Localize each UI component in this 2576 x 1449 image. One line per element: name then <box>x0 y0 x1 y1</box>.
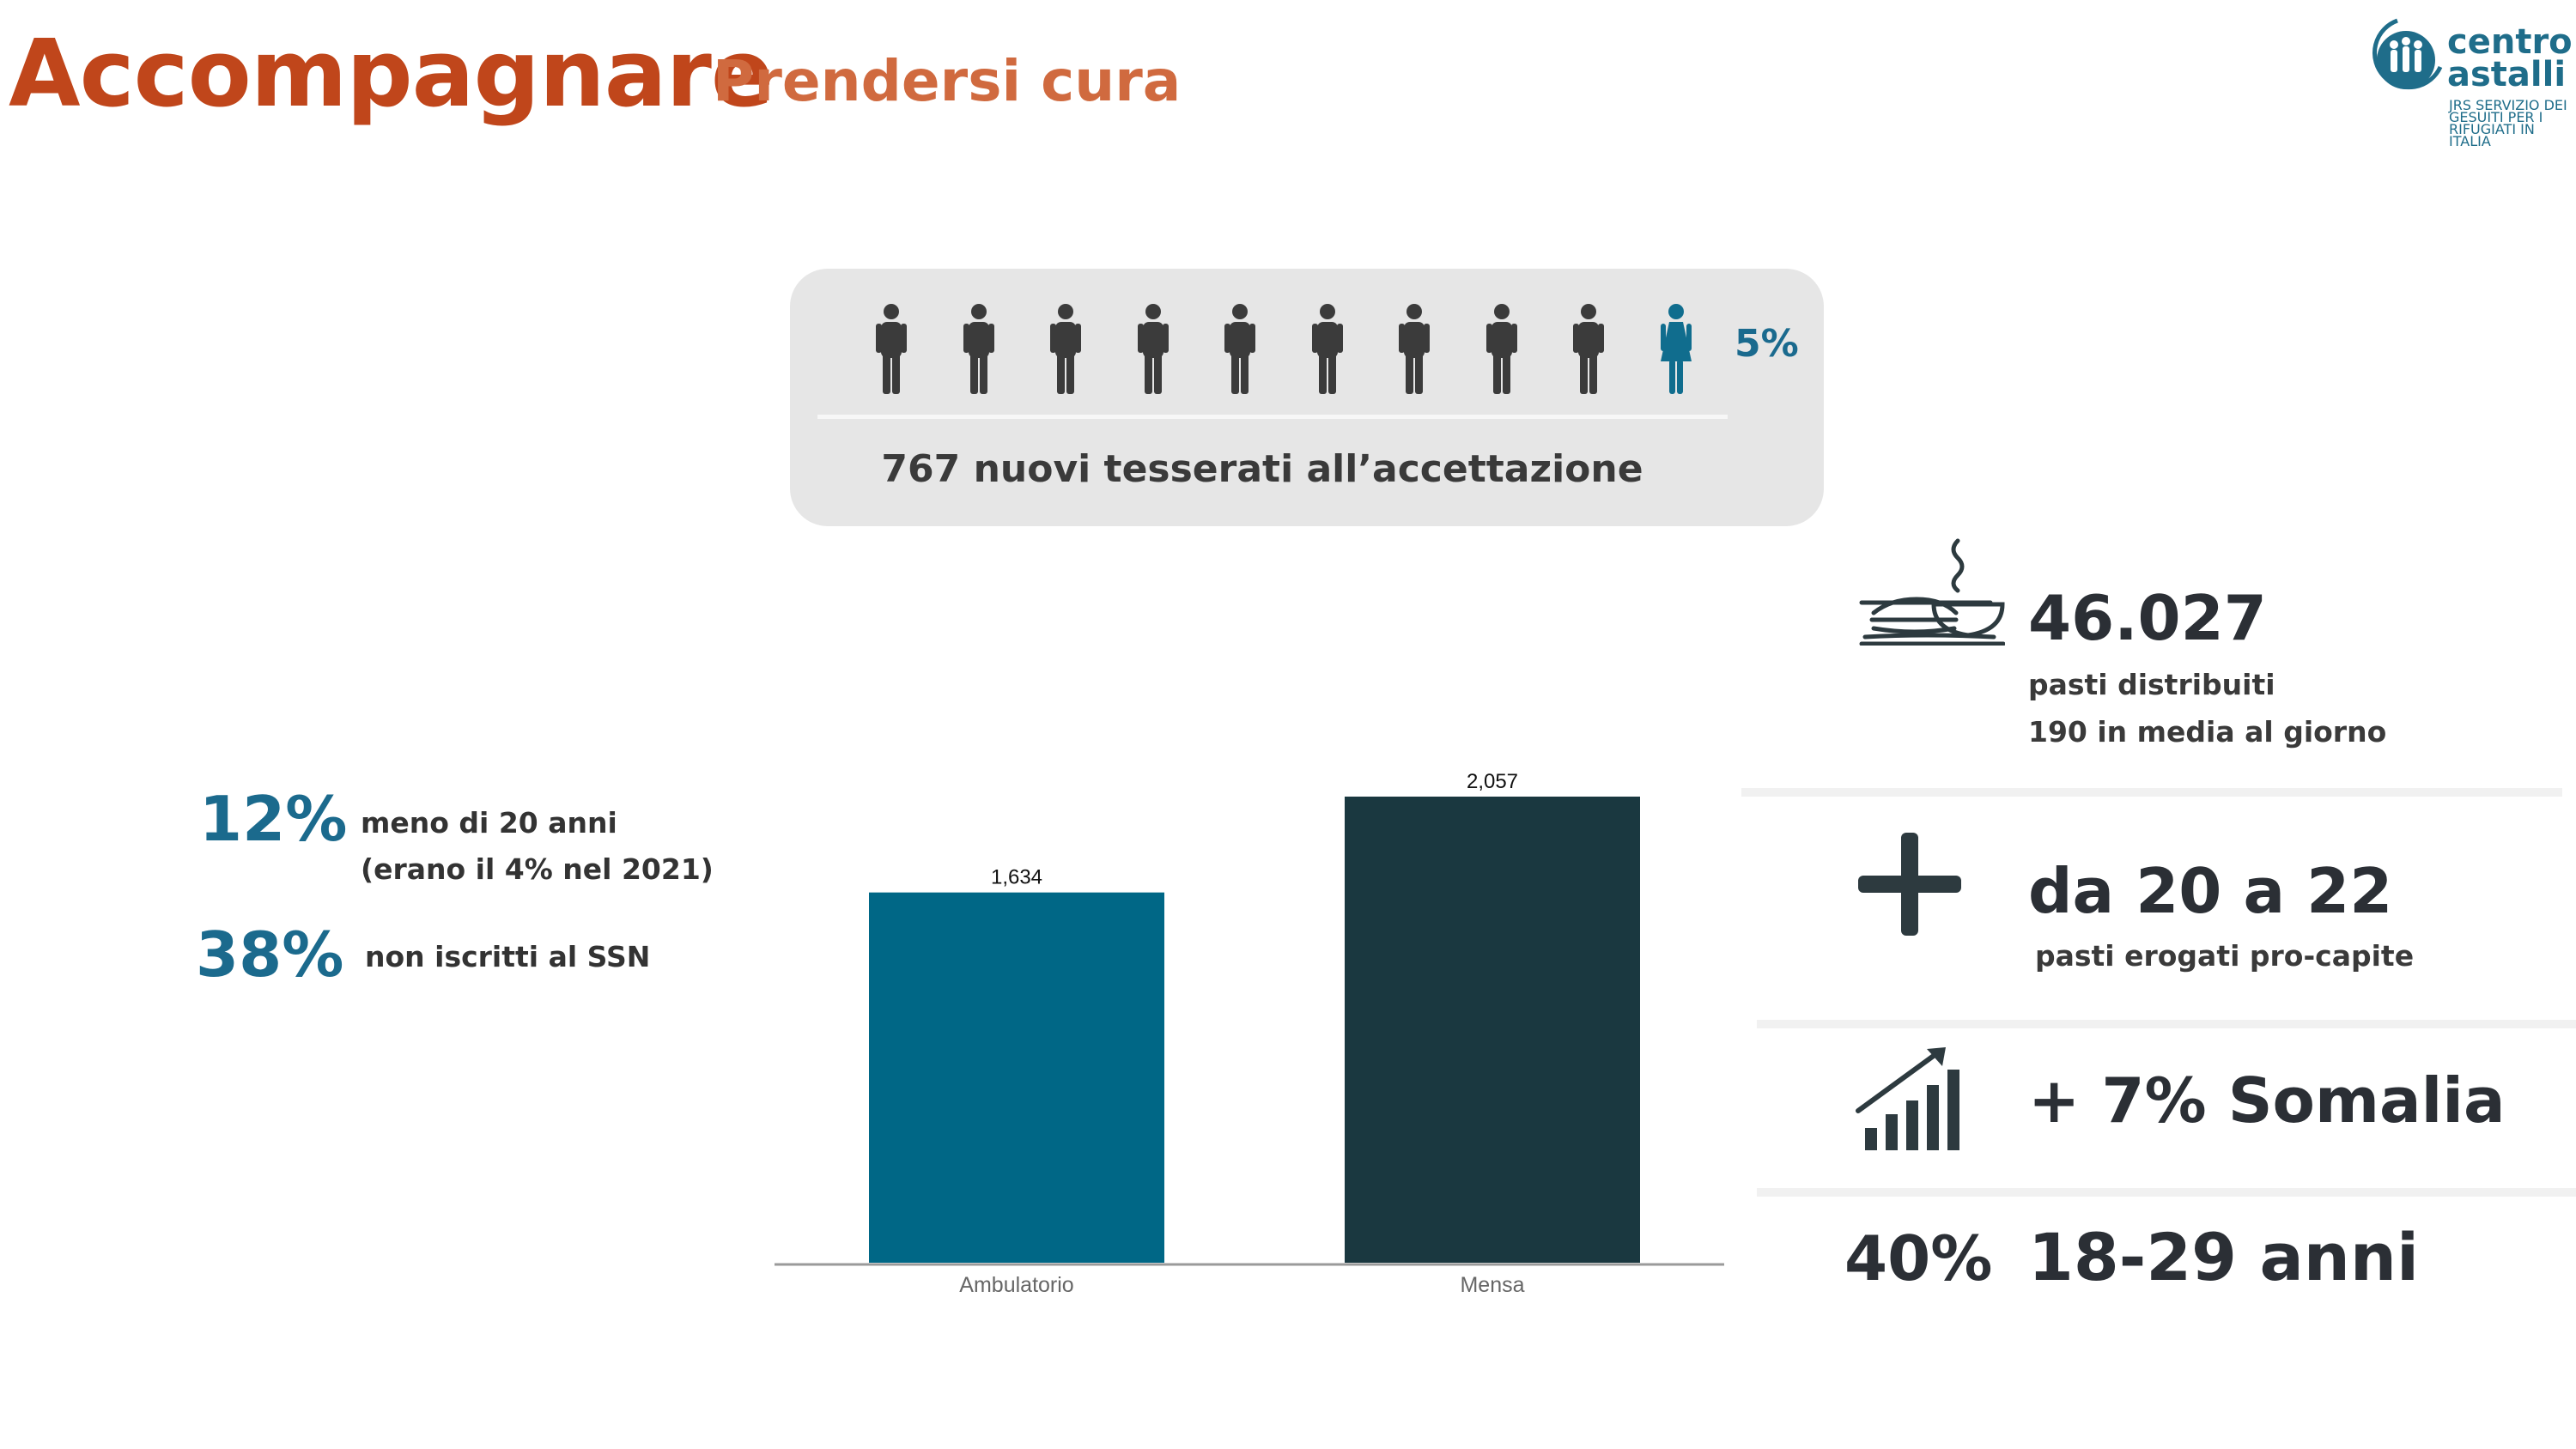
female-person-icon <box>1660 304 1692 394</box>
logo-wordmark: centro astalli <box>2447 22 2573 94</box>
page-subtitle: Prendersi cura <box>713 48 1182 114</box>
people-panel: 5% 767 nuovi tesserati all’accettazione <box>790 269 1824 526</box>
centro-astalli-logo: centro astalli JRS SERVIZIO DEI GESUITI … <box>2370 7 2576 149</box>
age-percentage: 40% <box>1844 1222 1993 1294</box>
bar-chart: 1,634 Ambulatorio 2,057 Mensa <box>775 770 1724 1297</box>
meals-value: 46.027 <box>2028 582 2267 654</box>
female-percentage: 5% <box>1735 322 1799 366</box>
male-person-icon <box>1485 304 1517 394</box>
bar-value-label: 1,634 <box>991 866 1042 889</box>
panel-divider <box>817 415 1728 419</box>
logo-subtitle: JRS SERVIZIO DEI GESUITI PER I RIFUGIATI… <box>2449 97 2567 149</box>
category-label: Ambulatorio <box>959 1273 1073 1297</box>
right-divider-1 <box>1741 788 2562 797</box>
male-person-icon <box>963 304 994 394</box>
right-divider-2 <box>1757 1020 2576 1028</box>
per-capita-text: pasti erogati pro-capite <box>2035 939 2415 973</box>
male-person-icon <box>876 304 907 394</box>
stat-ssn-text: non iscritti al SSN <box>365 940 651 973</box>
stat-ssn-value: 38% <box>196 919 344 991</box>
male-person-icon <box>1573 304 1604 394</box>
right-divider-3 <box>1757 1188 2576 1197</box>
bar-mensa <box>1345 797 1640 1263</box>
meals-text: pasti distribuiti 190 in media al giorno <box>2028 668 2387 749</box>
people-caption: 767 nuovi tesserati all’accettazione <box>881 447 1643 491</box>
male-person-icon <box>1311 304 1343 394</box>
stat-under-20-value: 12% <box>199 783 348 855</box>
male-person-icon <box>1399 304 1430 394</box>
per-capita-value: da 20 a 22 <box>2028 855 2393 927</box>
meal-icon <box>1859 538 2005 646</box>
plus-icon <box>1858 833 1961 936</box>
logo-people-icon <box>2372 18 2443 90</box>
male-person-icon <box>1224 304 1255 394</box>
somalia-value: + 7% Somalia <box>2028 1064 2506 1137</box>
male-person-icon <box>1137 304 1169 394</box>
stat-under-20-text: meno di 20 anni (erano il 4% nel 2021) <box>361 806 714 886</box>
bar-ambulatorio <box>869 892 1164 1263</box>
age-range: 18-29 anni <box>2028 1219 2420 1295</box>
growth-chart-icon <box>1856 1047 1959 1150</box>
bar-value-label: 2,057 <box>1467 770 1518 793</box>
page-title: Accompagnare <box>9 21 774 128</box>
male-person-icon <box>1050 304 1081 394</box>
category-label: Mensa <box>1460 1273 1524 1297</box>
